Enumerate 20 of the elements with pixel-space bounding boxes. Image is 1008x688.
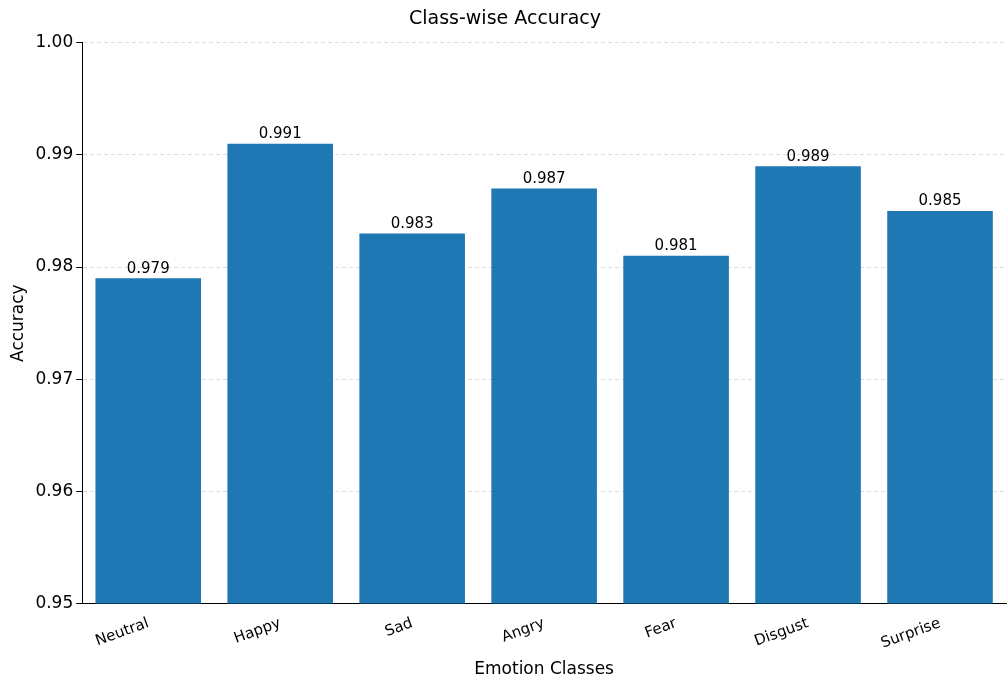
- y-tick-label: 0.97: [35, 367, 74, 388]
- x-tick-label: Sad: [382, 613, 415, 640]
- y-tick-label: 0.95: [35, 591, 74, 612]
- x-tick-label: Happy: [231, 613, 283, 647]
- data-label: 0.991: [258, 124, 302, 143]
- data-label: 0.983: [390, 213, 434, 232]
- chart-title: Class-wise Accuracy: [408, 6, 602, 29]
- x-tick-label: Fear: [642, 613, 680, 642]
- x-axis-title: Emotion Classes: [474, 658, 615, 679]
- data-label: 0.989: [786, 146, 830, 165]
- y-tick-label: 0.98: [35, 255, 74, 276]
- data-label: 0.979: [126, 258, 170, 277]
- y-tick-label: 0.96: [35, 479, 74, 500]
- data-label: 0.987: [522, 168, 566, 187]
- data-label: 0.981: [654, 236, 698, 255]
- x-tick-label: Angry: [499, 613, 547, 646]
- y-tick-label: 0.99: [35, 143, 74, 164]
- data-label: 0.985: [918, 191, 962, 210]
- y-tick-label: 1.00: [35, 31, 74, 52]
- y-axis-title: Accuracy: [6, 284, 27, 362]
